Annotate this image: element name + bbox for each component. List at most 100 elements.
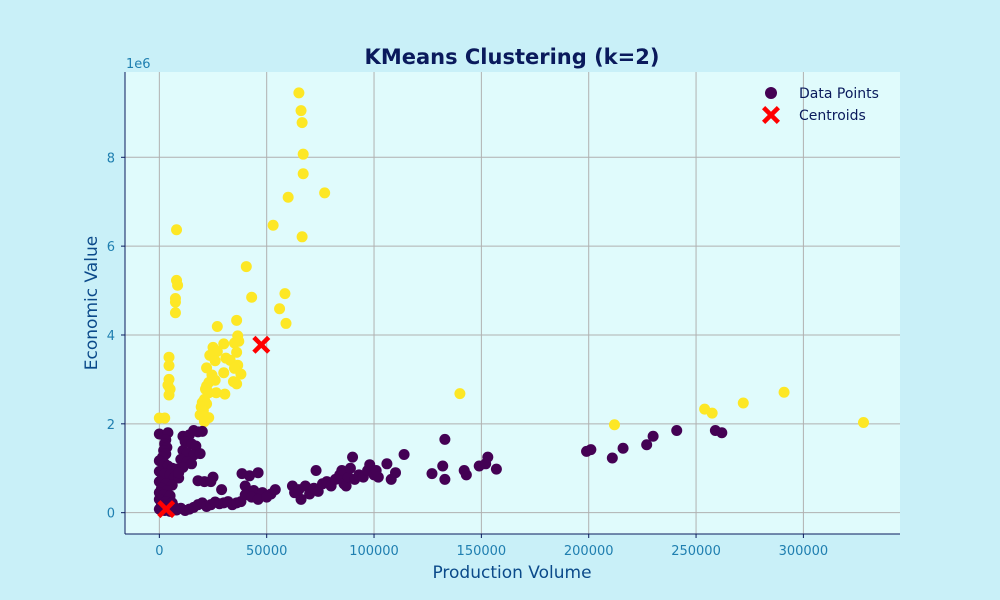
data-point [169,296,181,308]
x-axis-title: Production Volume [432,563,591,583]
data-point [319,187,331,199]
data-point [209,355,221,367]
data-point [585,444,597,456]
legend-label-data-points: Data Points [799,86,879,102]
legend-marker-centroids [762,106,780,124]
data-point [169,307,181,319]
data-point [671,424,683,436]
legend-marker-data-points [765,87,777,99]
data-point [347,451,359,463]
centroid-marker [157,500,176,519]
data-point [439,433,451,445]
data-point [297,148,309,160]
data-point [163,389,175,401]
y-tick-label: 8 [107,151,115,166]
data-point [295,105,307,117]
grid-lines [125,72,900,534]
data-point [205,476,217,488]
data-point [398,448,410,460]
data-points-layer [153,87,870,517]
data-point [716,427,728,439]
data-point [296,231,308,243]
data-point [244,470,256,482]
centroids-layer [157,335,271,519]
data-point [737,397,749,409]
data-point [295,493,307,505]
data-point [216,484,228,496]
data-point [246,291,258,303]
data-point [310,464,322,476]
data-point [274,303,286,315]
data-point [282,191,294,203]
data-point [163,351,175,363]
data-point [239,480,251,492]
data-point [163,360,175,372]
data-point [297,168,309,180]
data-point [231,346,243,358]
data-point [172,279,184,291]
y-axis-title: Economic Value [82,236,102,370]
data-point [240,261,252,273]
data-point [211,321,223,333]
legend: Data Points Centroids [762,86,879,124]
data-point [252,467,264,479]
data-point [196,425,208,437]
data-point [372,471,384,483]
centroid-marker [252,335,271,354]
y-tick-label: 0 [107,507,115,522]
data-point [269,484,281,496]
data-point [219,388,231,400]
data-point [706,407,718,419]
data-point [858,416,870,428]
x-tick-label: 250000 [671,544,721,559]
data-point [778,386,790,398]
data-point [228,337,240,349]
data-point [159,412,171,424]
y-axis-offset-text: 1e6 [126,57,151,72]
axes-frame [124,72,900,535]
data-point [261,491,273,503]
data-point [194,448,206,460]
data-point [617,442,629,454]
data-point [454,388,466,400]
y-tick-label: 4 [107,329,115,344]
data-point [198,416,210,428]
data-point [173,467,185,479]
data-point [490,463,502,475]
data-point [344,462,356,474]
chart-title: KMeans Clustering (k=2) [365,45,660,69]
y-tick-label: 2 [107,418,115,433]
y-tick-label: 6 [107,240,115,255]
data-point [426,468,438,480]
data-point [641,439,653,451]
legend-label-centroids: Centroids [799,108,866,124]
data-point [340,480,352,492]
data-point [437,460,449,472]
data-point [171,224,183,236]
data-point [647,430,659,442]
x-tick-label: 50000 [246,544,287,559]
data-point [606,452,618,464]
data-point [280,317,292,329]
data-point [293,87,305,99]
x-tick-label: 100000 [349,544,399,559]
plot-area [125,72,900,534]
data-point [279,288,291,300]
data-point [218,367,230,379]
x-tick-label: 200000 [564,544,614,559]
data-point [231,314,243,326]
data-point [218,338,230,350]
x-tick-label: 150000 [457,544,507,559]
x-tick-label: 300000 [779,544,829,559]
data-point [228,362,240,374]
tick-labels: 0 50000 100000 150000 200000 250000 300000 0 2 4 6… [107,151,828,559]
data-point [460,469,472,481]
data-point [186,458,198,470]
data-point [227,376,239,388]
data-point [296,117,308,129]
data-point [389,467,401,479]
data-point [381,458,393,470]
data-point [252,493,264,505]
